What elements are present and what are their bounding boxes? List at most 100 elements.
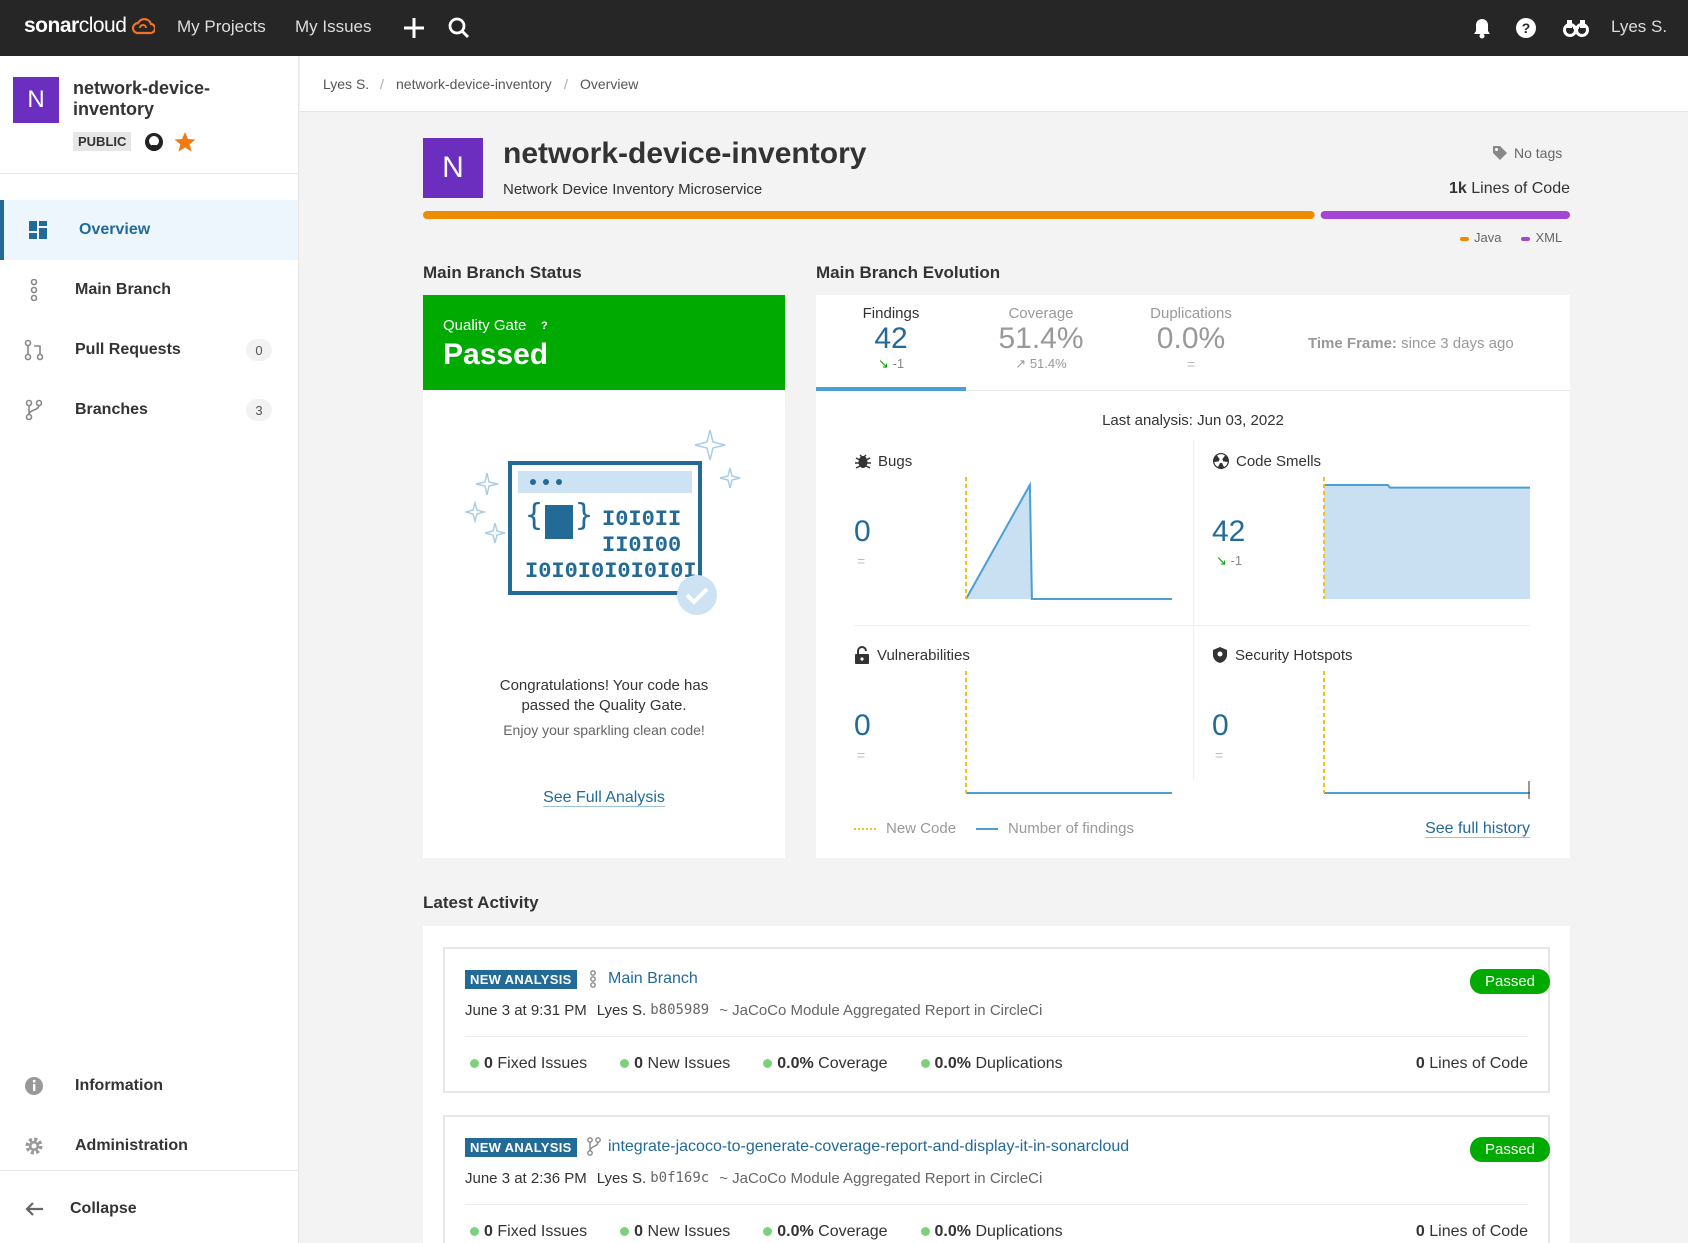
coverage-label: Coverage bbox=[818, 1223, 888, 1240]
grid-divider-horizontal bbox=[854, 625, 1530, 626]
star-icon[interactable] bbox=[174, 131, 196, 152]
vulnerabilities-value[interactable]: 0 bbox=[854, 709, 871, 742]
bell-icon[interactable] bbox=[1468, 14, 1496, 42]
new-analysis-tag: NEW ANALYSIS bbox=[465, 970, 577, 989]
project-name-line2: inventory bbox=[73, 99, 155, 119]
radiation-icon bbox=[1213, 453, 1229, 469]
see-full-analysis-link[interactable]: See Full Analysis bbox=[423, 789, 785, 807]
duplications-label: Duplications bbox=[975, 1223, 1063, 1240]
status-dot bbox=[470, 1227, 479, 1237]
status-dot bbox=[920, 1059, 930, 1069]
code-smells-delta-value: -1 bbox=[1230, 553, 1243, 568]
branch-link[interactable]: integrate-jacoco-to-generate-coverage-re… bbox=[608, 1138, 1130, 1155]
coverage-delta-value: 51.4% bbox=[1029, 356, 1067, 371]
security-hotspots-value[interactable]: 0 bbox=[1212, 709, 1229, 742]
binoculars-icon[interactable] bbox=[1562, 14, 1590, 42]
tags-label: No tags bbox=[1514, 145, 1563, 161]
help-icon[interactable]: ? bbox=[541, 319, 548, 332]
analysis-meta: June 3 at 2:36 PM Lyes S. b0f169c ~ JaCo… bbox=[465, 1170, 1042, 1187]
branch-link[interactable]: Main Branch bbox=[608, 970, 698, 987]
sidebar-item-main-branch[interactable]: Main Branch bbox=[0, 260, 298, 320]
arrow-left-icon bbox=[22, 1197, 46, 1221]
bugs-sparkline bbox=[965, 477, 1172, 600]
tab-duplications[interactable]: Duplications 0.0% = bbox=[1116, 295, 1266, 387]
sidebar-item-overview[interactable]: Overview bbox=[0, 200, 298, 260]
bugs-label: Bugs bbox=[878, 452, 913, 470]
security-hotspots-header: Security Hotspots bbox=[1212, 646, 1353, 664]
info-icon bbox=[22, 1074, 46, 1098]
bugs-value[interactable]: 0 bbox=[854, 515, 871, 548]
loc-value: 1k bbox=[1449, 180, 1467, 197]
branch-chain-icon bbox=[22, 278, 46, 302]
sonarcloud-logo[interactable]: sonar cloud bbox=[24, 14, 156, 38]
my-projects-link[interactable]: My Projects bbox=[177, 17, 266, 36]
tab-duplications-value: 0.0% bbox=[1156, 322, 1226, 355]
duplications-measure[interactable]: 0.0% Duplications bbox=[920, 1055, 1063, 1073]
plus-icon[interactable] bbox=[400, 14, 428, 42]
duplications-value: 0.0% bbox=[934, 1055, 971, 1072]
passed-badge: Passed bbox=[1470, 969, 1550, 994]
analysis-meta: June 3 at 9:31 PM Lyes S. b805989 ~ JaCo… bbox=[465, 1002, 1042, 1019]
code-smells-value[interactable]: 42 bbox=[1212, 515, 1246, 548]
sidebar-divider bbox=[0, 1170, 298, 1171]
sidebar-item-pull-requests[interactable]: Pull Requests 0 bbox=[0, 320, 298, 380]
branch-icon bbox=[587, 1137, 601, 1156]
help-icon[interactable]: ? bbox=[1512, 14, 1540, 42]
my-issues-link[interactable]: My Issues bbox=[295, 17, 372, 36]
coverage-measure[interactable]: 0.0% Coverage bbox=[763, 1223, 888, 1241]
collapse-button[interactable]: Collapse bbox=[0, 1178, 298, 1240]
new-issues-label: New Issues bbox=[647, 1055, 731, 1072]
code-illustration: { } I0I0II II0I00 I0I0I0I0I0I0I bbox=[465, 429, 741, 615]
loc-value: 0 bbox=[1415, 1223, 1425, 1240]
xml-swatch bbox=[1521, 236, 1531, 241]
coverage-measure[interactable]: 0.0% Coverage bbox=[763, 1055, 888, 1073]
github-icon[interactable] bbox=[144, 132, 164, 152]
sparkline-area bbox=[966, 485, 1172, 599]
analysis-author: Lyes S. bbox=[596, 1002, 647, 1019]
commit-hash[interactable]: b0f169c bbox=[650, 1170, 710, 1186]
loc-label: Lines of Code bbox=[1429, 1223, 1528, 1240]
loc-value: 0 bbox=[1415, 1055, 1425, 1072]
project-name[interactable]: network-device- inventory bbox=[73, 78, 210, 120]
status-dot bbox=[763, 1227, 773, 1237]
legend-java: Java bbox=[1460, 230, 1501, 245]
sidebar-item-branches[interactable]: Branches 3 bbox=[0, 380, 298, 440]
sparkline-line bbox=[965, 481, 1172, 600]
new-analysis-tag: NEW ANALYSIS bbox=[465, 1138, 577, 1157]
breadcrumb-project[interactable]: network-device-inventory bbox=[396, 76, 552, 92]
duplications-measure[interactable]: 0.0% Duplications bbox=[920, 1223, 1063, 1241]
new-issues-label: New Issues bbox=[647, 1223, 731, 1240]
breadcrumb-user[interactable]: Lyes S. bbox=[323, 76, 370, 92]
search-icon[interactable] bbox=[445, 14, 473, 42]
user-menu[interactable]: Lyes S. bbox=[1611, 17, 1668, 36]
fixed-issues[interactable]: 0 Fixed Issues bbox=[470, 1055, 587, 1073]
evolution-card: Findings 42 ↘ -1 Coverage 51.4% ↗ 51.4% … bbox=[816, 295, 1570, 858]
commit-hash[interactable]: b805989 bbox=[650, 1002, 710, 1018]
language-legend: Java XML bbox=[1460, 230, 1562, 245]
congratulations-message: Congratulations! Your code has passed th… bbox=[423, 676, 785, 716]
new-issues[interactable]: 0 New Issues bbox=[620, 1055, 730, 1073]
tab-findings[interactable]: Findings 42 ↘ -1 bbox=[816, 295, 966, 391]
commit-message: ~ JaCoCo Module Aggregated Report in Cir… bbox=[719, 1002, 1043, 1019]
tab-coverage-value: 51.4% bbox=[998, 322, 1084, 355]
time-frame-label: Time Frame: bbox=[1308, 335, 1397, 352]
fixed-issues[interactable]: 0 Fixed Issues bbox=[470, 1223, 587, 1241]
new-issues[interactable]: 0 New Issues bbox=[620, 1223, 730, 1241]
language-bar-xml bbox=[1320, 211, 1570, 219]
sidebar-item-administration[interactable]: Administration bbox=[0, 1116, 298, 1176]
quality-gate-status: Passed bbox=[443, 338, 549, 371]
sidebar-item-information[interactable]: Information bbox=[0, 1056, 298, 1116]
activity-section-title: Latest Activity bbox=[423, 893, 539, 912]
tabs-divider bbox=[816, 390, 1570, 391]
analysis-measures: 0 Fixed Issues 0 New Issues 0.0% Coverag… bbox=[470, 1223, 1063, 1241]
arrow-up-right-icon: ↗ bbox=[1015, 356, 1027, 371]
see-full-history-link[interactable]: See full history bbox=[1380, 820, 1530, 838]
activity-card: NEW ANALYSIS Main Branch Passed June 3 a… bbox=[423, 926, 1570, 1243]
tags-selector[interactable]: No tags bbox=[1492, 145, 1562, 161]
project-sidebar: N network-device- inventory PUBLIC Overv… bbox=[0, 56, 299, 1243]
code-smells-label: Code Smells bbox=[1236, 452, 1322, 470]
tab-coverage[interactable]: Coverage 51.4% ↗ 51.4% bbox=[966, 295, 1116, 387]
activity-entry: NEW ANALYSIS Main Branch Passed June 3 a… bbox=[443, 947, 1550, 1093]
duplications-value: 0.0% bbox=[934, 1223, 971, 1240]
java-swatch bbox=[1460, 236, 1469, 241]
